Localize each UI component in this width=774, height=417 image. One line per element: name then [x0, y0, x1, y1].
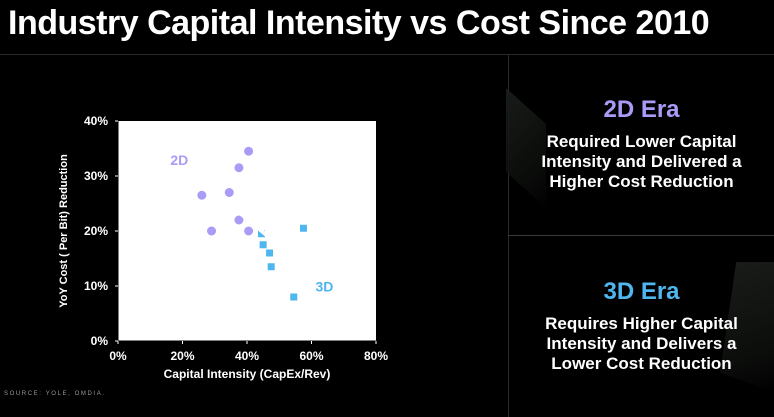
divider-panels	[508, 235, 774, 236]
x-tick-label: 60%	[299, 349, 323, 363]
data-point-2d	[234, 215, 244, 225]
x-axis-label: Capital Intensity (CapEx/Rev)	[164, 367, 331, 381]
panel-2d-line: Higher Cost Reduction	[549, 172, 734, 191]
source-note: SOURCE: YOLE, OMDIA.	[4, 391, 106, 397]
panel-2d-era: 2D Era Required Lower Capital Intensity …	[509, 96, 774, 192]
data-point-3d	[267, 263, 275, 271]
annotation-2d: 2D	[170, 152, 188, 168]
data-point-3d	[259, 241, 267, 249]
y-tick-label: 0%	[91, 334, 109, 348]
panel-3d-line: Intensity and Delivers a	[546, 334, 737, 353]
trend-arrow-shaft	[194, 174, 304, 267]
panel-2d-line: Intensity and Delivered a	[541, 152, 742, 171]
data-point-3d	[299, 224, 307, 232]
y-tick-label: 20%	[84, 224, 108, 238]
panel-3d-line: Lower Cost Reduction	[551, 354, 732, 373]
y-tick-label: 40%	[84, 114, 108, 128]
data-point-2d	[234, 163, 244, 173]
y-tick-label: 10%	[84, 279, 108, 293]
panel-3d-heading: 3D Era	[603, 278, 680, 305]
x-tick-label: 20%	[170, 349, 194, 363]
x-tick-label: 80%	[364, 349, 388, 363]
panel-2d-heading: 2D Era	[603, 96, 680, 123]
data-point-2d	[197, 190, 207, 200]
data-point-3d	[258, 230, 266, 238]
trend-arrow-head	[297, 258, 315, 275]
y-axis-label: YoY Cost ( Per Bit) Reduction	[58, 154, 70, 308]
x-tick-label: 40%	[235, 349, 259, 363]
y-tick-label: 30%	[84, 169, 108, 183]
data-point-3d	[266, 249, 274, 257]
panel-3d-description: Requires Higher Capital Intensity and De…	[509, 314, 774, 374]
data-point-2d	[244, 146, 254, 156]
panel-3d-era: 3D Era Requires Higher Capital Intensity…	[509, 278, 774, 374]
panel-2d-line: Required Lower Capital	[546, 132, 737, 151]
page-title: Industry Capital Intensity vs Cost Since…	[8, 4, 710, 42]
x-tick-label: 0%	[109, 349, 127, 363]
data-point-2d	[244, 226, 254, 236]
divider-top	[0, 54, 774, 55]
annotation-3d: 3D	[315, 279, 333, 295]
data-point-2d	[207, 226, 217, 236]
panel-2d-description: Required Lower Capital Intensity and Del…	[509, 132, 774, 192]
data-point-3d	[290, 293, 298, 301]
panel-3d-line: Requires Higher Capital	[545, 314, 738, 333]
data-point-2d	[224, 188, 234, 197]
